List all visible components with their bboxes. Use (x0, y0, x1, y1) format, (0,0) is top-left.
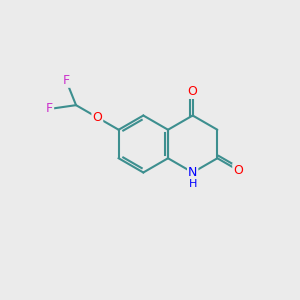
Text: O: O (233, 164, 243, 177)
Text: N: N (188, 166, 197, 179)
Text: F: F (62, 74, 70, 87)
Text: F: F (46, 102, 53, 116)
Text: H: H (188, 179, 197, 189)
Text: O: O (92, 111, 102, 124)
Text: O: O (188, 85, 198, 98)
